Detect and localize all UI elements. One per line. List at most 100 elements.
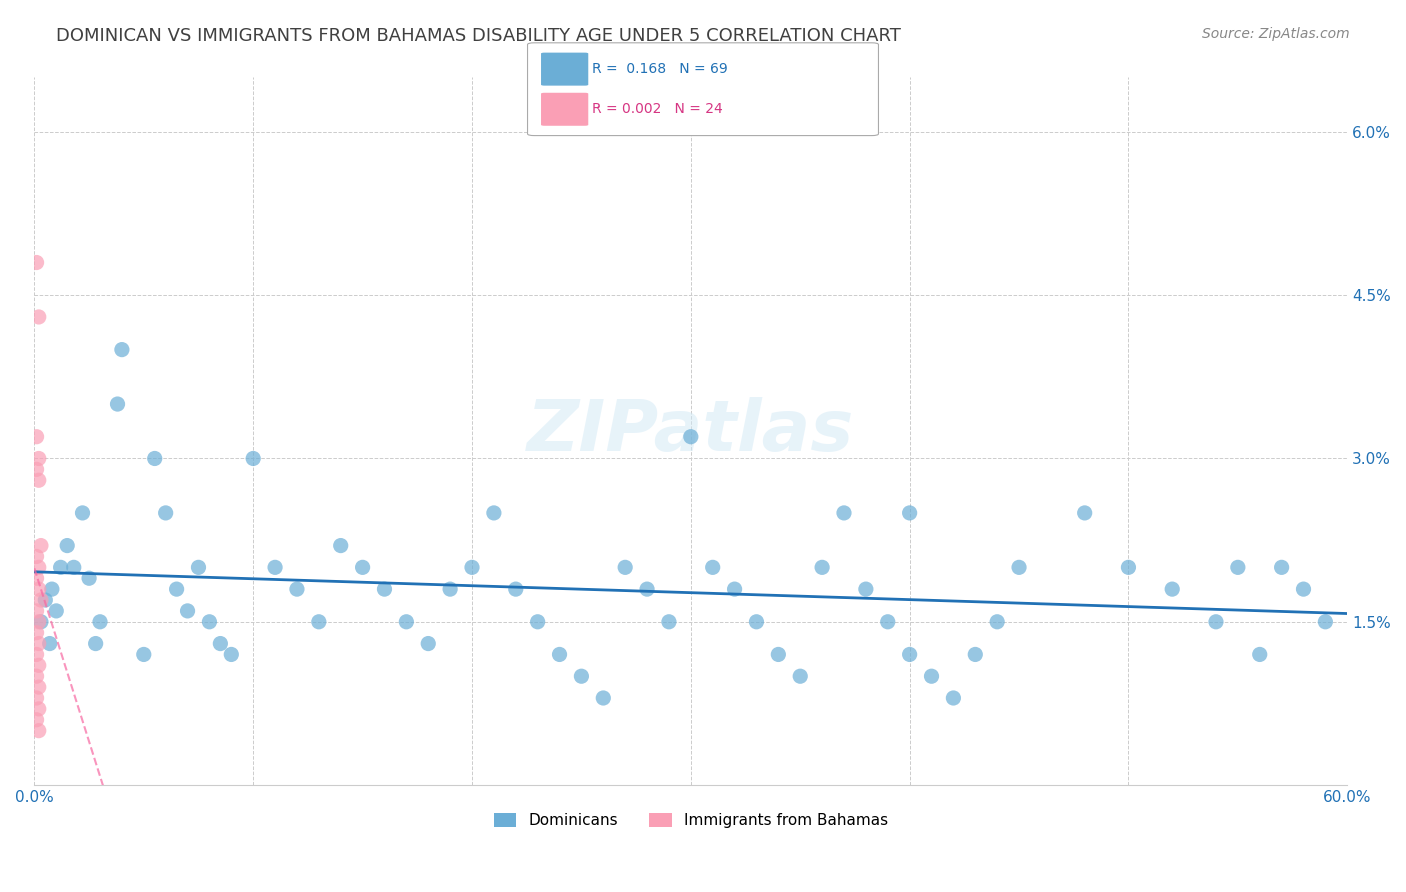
Dominicans bbox=[482, 506, 505, 520]
Immigrants from Bahamas bbox=[30, 593, 52, 607]
Immigrants from Bahamas bbox=[28, 560, 51, 574]
Dominicans bbox=[789, 669, 811, 683]
Immigrants from Bahamas bbox=[25, 691, 48, 706]
FancyBboxPatch shape bbox=[541, 53, 588, 86]
Dominicans bbox=[34, 593, 56, 607]
Dominicans bbox=[571, 669, 593, 683]
Dominicans bbox=[898, 648, 921, 662]
Dominicans bbox=[30, 615, 52, 629]
Dominicans bbox=[72, 506, 94, 520]
Dominicans bbox=[965, 648, 987, 662]
Immigrants from Bahamas bbox=[28, 473, 51, 487]
FancyBboxPatch shape bbox=[541, 93, 588, 126]
Dominicans bbox=[898, 506, 921, 520]
Immigrants from Bahamas bbox=[25, 604, 48, 618]
Dominicans bbox=[209, 636, 232, 650]
Dominicans bbox=[1205, 615, 1227, 629]
Dominicans bbox=[636, 582, 658, 596]
Dominicans bbox=[986, 615, 1008, 629]
Dominicans bbox=[1315, 615, 1337, 629]
Dominicans bbox=[1008, 560, 1031, 574]
Dominicans bbox=[166, 582, 188, 596]
Dominicans bbox=[1073, 506, 1095, 520]
Dominicans bbox=[505, 582, 527, 596]
Dominicans bbox=[38, 636, 60, 650]
Dominicans bbox=[1271, 560, 1294, 574]
Dominicans bbox=[264, 560, 287, 574]
Immigrants from Bahamas bbox=[28, 702, 51, 716]
Dominicans bbox=[187, 560, 209, 574]
Dominicans bbox=[811, 560, 834, 574]
Dominicans bbox=[679, 430, 702, 444]
Text: DOMINICAN VS IMMIGRANTS FROM BAHAMAS DISABILITY AGE UNDER 5 CORRELATION CHART: DOMINICAN VS IMMIGRANTS FROM BAHAMAS DIS… bbox=[56, 27, 901, 45]
Dominicans bbox=[832, 506, 855, 520]
Immigrants from Bahamas bbox=[28, 615, 51, 629]
Dominicans bbox=[111, 343, 134, 357]
Text: ZIPatlas: ZIPatlas bbox=[527, 397, 855, 466]
Dominicans bbox=[143, 451, 166, 466]
Dominicans bbox=[418, 636, 440, 650]
Immigrants from Bahamas bbox=[25, 669, 48, 683]
Immigrants from Bahamas bbox=[25, 571, 48, 585]
Dominicans bbox=[768, 648, 790, 662]
Dominicans bbox=[308, 615, 330, 629]
Dominicans bbox=[41, 582, 63, 596]
Dominicans bbox=[1118, 560, 1140, 574]
Dominicans bbox=[942, 691, 965, 706]
Dominicans bbox=[548, 648, 571, 662]
Dominicans bbox=[45, 604, 67, 618]
Text: Source: ZipAtlas.com: Source: ZipAtlas.com bbox=[1202, 27, 1350, 41]
Dominicans bbox=[702, 560, 724, 574]
Dominicans bbox=[1226, 560, 1249, 574]
Text: R = 0.002   N = 24: R = 0.002 N = 24 bbox=[592, 102, 723, 116]
Dominicans bbox=[242, 451, 264, 466]
Dominicans bbox=[62, 560, 84, 574]
Dominicans bbox=[658, 615, 681, 629]
Immigrants from Bahamas bbox=[28, 658, 51, 673]
Immigrants from Bahamas bbox=[25, 625, 48, 640]
Dominicans bbox=[526, 615, 548, 629]
Dominicans bbox=[1249, 648, 1271, 662]
Dominicans bbox=[329, 539, 352, 553]
Immigrants from Bahamas bbox=[25, 549, 48, 564]
Legend: Dominicans, Immigrants from Bahamas: Dominicans, Immigrants from Bahamas bbox=[488, 806, 894, 834]
Immigrants from Bahamas bbox=[25, 255, 48, 269]
Immigrants from Bahamas bbox=[28, 636, 51, 650]
Dominicans bbox=[221, 648, 243, 662]
Immigrants from Bahamas bbox=[25, 713, 48, 727]
Dominicans bbox=[285, 582, 308, 596]
Dominicans bbox=[198, 615, 221, 629]
Immigrants from Bahamas bbox=[25, 462, 48, 476]
Dominicans bbox=[921, 669, 943, 683]
Text: R =  0.168   N = 69: R = 0.168 N = 69 bbox=[592, 62, 727, 76]
Dominicans bbox=[1292, 582, 1315, 596]
Immigrants from Bahamas bbox=[25, 648, 48, 662]
Dominicans bbox=[745, 615, 768, 629]
Dominicans bbox=[89, 615, 111, 629]
Dominicans bbox=[395, 615, 418, 629]
Dominicans bbox=[855, 582, 877, 596]
Immigrants from Bahamas bbox=[28, 723, 51, 738]
Dominicans bbox=[84, 636, 107, 650]
Immigrants from Bahamas bbox=[28, 680, 51, 694]
Dominicans bbox=[614, 560, 637, 574]
Dominicans bbox=[439, 582, 461, 596]
FancyBboxPatch shape bbox=[527, 43, 879, 136]
Dominicans bbox=[155, 506, 177, 520]
Dominicans bbox=[77, 571, 100, 585]
Dominicans bbox=[107, 397, 129, 411]
Dominicans bbox=[56, 539, 79, 553]
Dominicans bbox=[723, 582, 745, 596]
Dominicans bbox=[373, 582, 395, 596]
Dominicans bbox=[352, 560, 374, 574]
Dominicans bbox=[49, 560, 72, 574]
Dominicans bbox=[876, 615, 898, 629]
Dominicans bbox=[176, 604, 198, 618]
Immigrants from Bahamas bbox=[28, 451, 51, 466]
Immigrants from Bahamas bbox=[30, 539, 52, 553]
Immigrants from Bahamas bbox=[28, 310, 51, 324]
Dominicans bbox=[592, 691, 614, 706]
Dominicans bbox=[132, 648, 155, 662]
Immigrants from Bahamas bbox=[28, 582, 51, 596]
Dominicans bbox=[461, 560, 484, 574]
